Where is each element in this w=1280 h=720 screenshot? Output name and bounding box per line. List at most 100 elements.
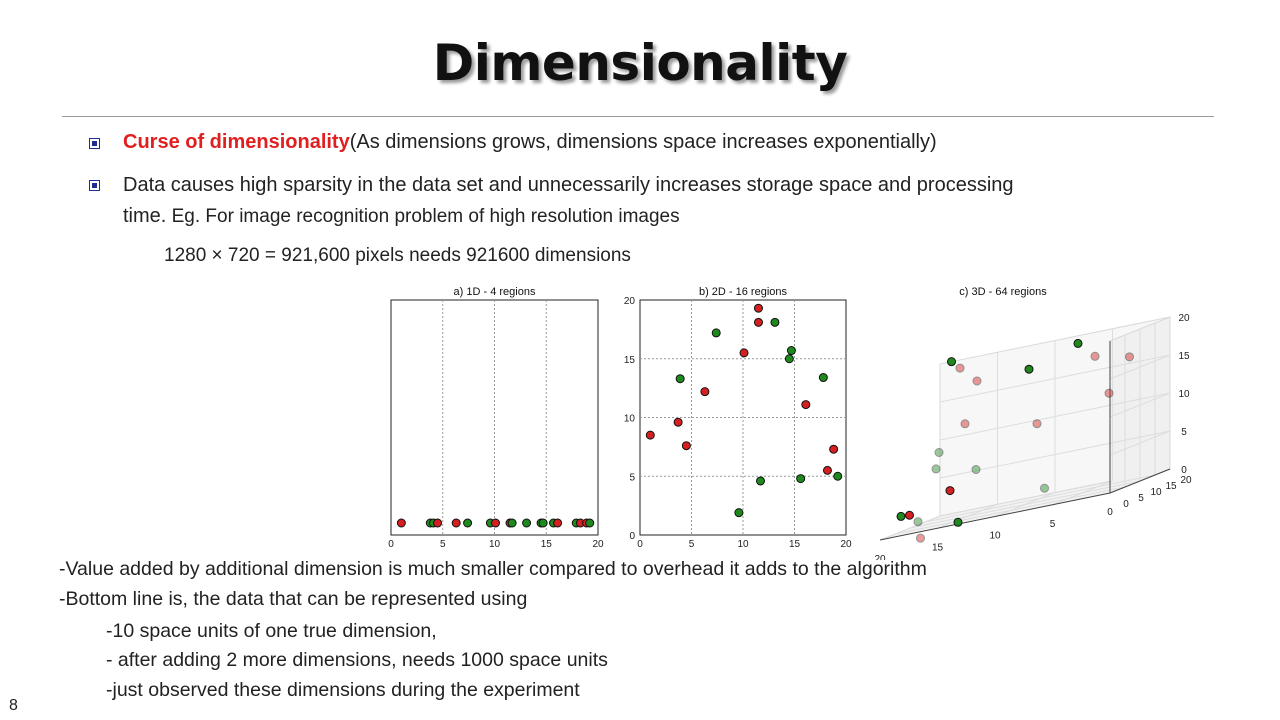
chart-c-point [896,511,906,521]
chart-c-point [953,517,963,527]
bullet-2-line-1: Data causes high sparsity in the data se… [123,174,1014,196]
chart-b-point [673,417,683,427]
chart-c-point [931,464,941,474]
chart-c-x-tick: 10 [989,531,1001,542]
chart-b-point [645,430,655,440]
chart-c-point [1032,419,1042,429]
chart-b-point [786,346,796,356]
bullet-1-highlight: Curse of dimensionality [123,131,350,153]
chart-b-point [833,471,843,481]
chart-c-point [955,363,965,373]
chart-a-point [433,518,443,528]
chart-b-point [756,476,766,486]
chart-b-point [700,387,710,397]
chart-b-x-tick: 0 [637,539,643,550]
chart-b-x-tick: 10 [737,539,749,550]
chart-a-point [538,518,548,528]
chart-c-x-tick: 5 [1050,519,1056,530]
chart-b-point [801,400,811,410]
chart-c-point [1125,352,1134,362]
chart-c-gridline [939,354,1171,403]
chart-c-x-tick: 20 [874,554,886,560]
note-3: -10 space units of one true dimension, [106,620,437,642]
chart-c-x-axis [879,492,1111,541]
chart-b-x-tick: 15 [789,539,801,550]
chart-c-gridline [924,474,1156,523]
chart-b-point [784,354,794,364]
chart-c-point [1024,364,1034,374]
formula-line: 1280 × 720 = 921,600 pixels needs 921600… [164,245,631,266]
chart-b-y-tick: 15 [624,355,636,366]
chart-c-gridline [937,503,998,529]
chart-a-point [491,518,501,528]
chart-c-point [1104,388,1114,398]
slide-title: Dimensionality [432,34,848,92]
chart-c-gridline [939,392,1171,441]
chart-a-point [463,518,473,528]
chart-b-point [818,373,828,383]
chart-c-point [960,419,970,429]
chart-b-point [753,303,763,313]
chart-c-gridline [1109,354,1171,380]
chart-c-point [1040,483,1049,493]
bullet-1: Curse of dimensionality(As dimensions gr… [123,131,937,154]
chart-b-title: b) 2D - 16 regions [699,286,788,298]
bullet-1-text: (As dimensions grows, dimensions space i… [349,131,937,153]
page-number: 8 [9,697,18,714]
chart-c-x-tick: 15 [932,542,944,553]
chart-b-point [796,474,806,484]
chart-c-gridline [909,480,1141,529]
chart-a-x-tick: 5 [440,539,446,550]
chart-c-point [916,533,925,543]
chart-b-point [822,465,832,475]
chart-c-y-tick: 0 [1123,499,1129,510]
note-2: -Bottom line is, the data that can be re… [59,588,528,610]
note-5: -just observed these dimensions during t… [106,679,580,701]
chart-a-point [396,518,406,528]
chart-a-point [451,518,461,528]
chart-c-title: c) 3D - 64 regions [959,286,1047,298]
chart-c-z-tick: 15 [1178,351,1190,362]
chart-c-point [972,376,982,386]
chart-b-point [770,317,780,327]
chart-c-point [971,465,981,474]
chart-b-y-tick: 10 [624,414,636,425]
chart-c-point [1090,351,1100,361]
title-divider [62,116,1214,117]
chart-a-title: a) 1D - 4 regions [454,286,536,298]
bullet-2-line-2: time. Eg. For image recognition problem … [123,205,680,228]
chart-c-y-tick: 5 [1138,493,1144,504]
chart-c-y-tick: 10 [1150,487,1162,498]
chart-b-point [739,348,749,358]
chart-b-point [675,374,685,384]
chart-c-z-tick: 10 [1178,389,1190,400]
chart-c-point [934,448,944,457]
chart-a-x-tick: 20 [592,539,604,550]
chart-c-z-tick: 5 [1181,427,1187,438]
note-4: - after adding 2 more dimensions, needs … [106,649,608,671]
chart-c-z-tick: 20 [1178,313,1190,324]
chart-b-y-tick: 20 [624,296,636,307]
chart-c-point [913,517,923,527]
chart-a-x-tick: 0 [388,539,394,550]
chart-c-x-tick: 0 [1107,507,1113,518]
chart-a-point [507,518,517,528]
chart-c-y-tick: 15 [1165,481,1177,492]
chart-c-y-axis [1109,468,1171,494]
bullet-2-time: time. [123,205,167,227]
chart-a-point [553,518,563,528]
chart-c-point [945,486,955,496]
bullet-2-example: Eg. For image recognition problem of hig… [166,206,680,227]
bullet-icon [89,138,100,149]
chart-b-y-tick: 0 [629,531,635,542]
chart-b-point [681,441,691,451]
chart-b-x-tick: 5 [689,539,695,550]
chart-b-point [753,317,763,327]
chart-c-z-tick: 0 [1181,465,1187,476]
chart-c-y-tick: 20 [1180,475,1192,486]
chart-c-point [905,510,914,520]
note-1: -Value added by additional dimension is … [59,558,927,580]
chart-b-y-tick: 5 [629,472,635,483]
chart-b-x-tick: 20 [840,539,852,550]
